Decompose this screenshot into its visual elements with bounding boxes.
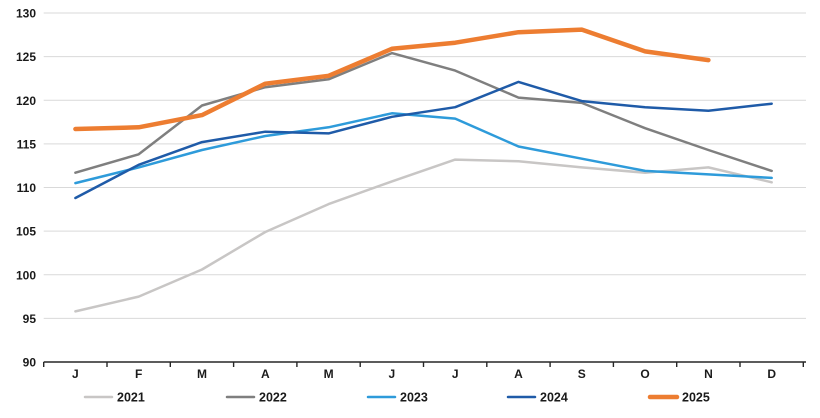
- x-axis-month-label: J: [72, 367, 79, 381]
- y-axis-tick-label: 95: [23, 312, 37, 326]
- x-axis-month-label: S: [578, 367, 586, 381]
- y-axis-tick-label: 130: [16, 7, 36, 21]
- y-axis-tick-label: 120: [16, 94, 36, 108]
- x-axis-month-label: M: [324, 367, 334, 381]
- x-axis-month-label: J: [452, 367, 459, 381]
- legend-label-2023: 2023: [400, 391, 428, 405]
- y-axis-tick-label: 105: [16, 225, 36, 239]
- series-line-2023: [74, 112, 773, 185]
- y-axis-tick-label: 110: [17, 181, 37, 195]
- y-axis-tick-label: 125: [16, 50, 36, 64]
- legend-label-2022: 2022: [259, 391, 287, 405]
- series-line-2024: [74, 80, 773, 200]
- x-axis-month-label: M: [197, 367, 207, 381]
- x-axis-month-label: J: [389, 367, 396, 381]
- x-axis-month-label: A: [261, 367, 270, 381]
- series-line-2022: [74, 51, 773, 174]
- y-axis-tick-label: 115: [17, 137, 37, 151]
- legend-label-2025: 2025: [682, 391, 710, 405]
- x-axis-month-label: D: [767, 367, 776, 381]
- legend-label-2021: 2021: [117, 391, 145, 405]
- series-line-2025: [73, 27, 711, 132]
- x-axis-month-label: O: [640, 367, 649, 381]
- series-line-2021: [74, 158, 773, 313]
- x-axis-month-label: A: [514, 367, 523, 381]
- legend-label-2024: 2024: [540, 391, 568, 405]
- y-axis-tick-label: 100: [16, 268, 36, 282]
- x-axis-month-label: N: [704, 367, 713, 381]
- x-axis-month-label: F: [135, 367, 142, 381]
- y-axis-tick-label: 90: [23, 356, 37, 370]
